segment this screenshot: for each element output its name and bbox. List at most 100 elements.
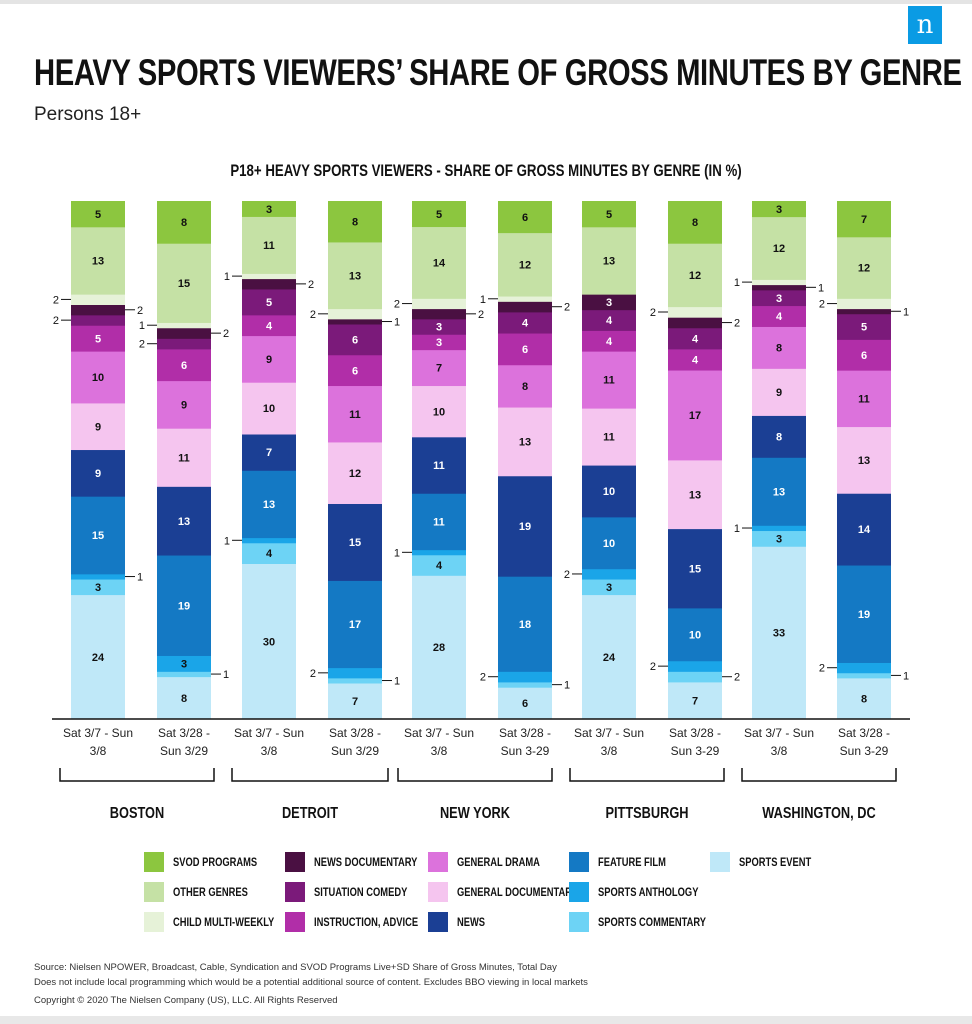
chart-title: P18+ HEAVY SPORTS VIEWERS - SHARE OF GRO… xyxy=(230,162,741,181)
data-label: 8 xyxy=(692,217,698,229)
data-label: 6 xyxy=(352,365,358,377)
bar-segment-sports_event xyxy=(71,594,125,720)
bar-segment-anthology xyxy=(412,549,466,556)
data-label: 3 xyxy=(606,297,612,309)
bar-segment-other xyxy=(412,226,466,299)
data-label: 13 xyxy=(689,489,701,501)
data-label: 24 xyxy=(603,652,616,664)
bar-segment-sitcom xyxy=(582,309,636,331)
bar-segment-anthology xyxy=(157,655,211,672)
bar-segment-instruction xyxy=(157,349,211,382)
data-label: 3 xyxy=(266,204,272,216)
bar-segment-gen_doc xyxy=(242,382,296,435)
bar-segment-anthology xyxy=(498,671,552,683)
data-label: 4 xyxy=(776,311,783,323)
data-label: 7 xyxy=(352,696,358,708)
x-tick-label: 3/8 xyxy=(431,744,448,758)
bar-segment-news_doc xyxy=(412,308,466,320)
callout-label: 1 xyxy=(394,317,400,329)
bar-segment-news_doc xyxy=(157,327,211,339)
callout-label: 2 xyxy=(819,299,825,311)
callout-label: 1 xyxy=(564,680,570,692)
group-label: DETROIT xyxy=(282,805,338,823)
bar-segment-instruction xyxy=(498,333,552,366)
bar-segment-feature_film xyxy=(412,493,466,551)
bar-segment-other xyxy=(498,232,552,297)
bar-segment-drama xyxy=(498,364,552,408)
legend-label: SVOD PROGRAMS xyxy=(173,856,257,869)
data-label: 8 xyxy=(861,693,867,705)
data-label: 4 xyxy=(606,315,613,327)
exclusion-note: Does not include local programming which… xyxy=(34,977,588,988)
bar-segment-child xyxy=(752,279,806,286)
bar-segment-commentary xyxy=(498,682,552,688)
data-label: 6 xyxy=(522,212,528,224)
legend-swatch-commentary xyxy=(569,912,589,932)
data-label: 14 xyxy=(433,258,446,270)
bar-segment-sports_event xyxy=(668,682,722,720)
data-label: 13 xyxy=(773,486,785,498)
bar-segment-gen_doc xyxy=(157,428,211,487)
callout-label: 1 xyxy=(223,669,229,681)
callout-label: 2 xyxy=(223,328,229,340)
x-tick-label: Sat 3/28 - xyxy=(158,726,210,740)
bar-segment-child xyxy=(412,298,466,310)
callout-label: 2 xyxy=(650,661,656,673)
x-tick-label: Sat 3/7 - Sun xyxy=(744,726,814,740)
bar-segment-news_doc xyxy=(71,304,125,316)
callout-label: 1 xyxy=(480,294,486,306)
bar-segment-anthology xyxy=(242,537,296,544)
bar-segment-commentary xyxy=(242,542,296,564)
data-label: 13 xyxy=(603,256,615,268)
group-label: NEW YORK xyxy=(440,805,511,823)
data-label: 12 xyxy=(519,259,531,271)
data-label: 4 xyxy=(522,318,529,330)
data-label: 3 xyxy=(776,204,782,216)
legend-label: CHILD MULTI-WEEKLY xyxy=(173,916,274,929)
bar-segment-sports_event xyxy=(242,563,296,720)
callout-label: 2 xyxy=(564,302,570,314)
page-subtitle: Persons 18+ xyxy=(34,104,142,125)
data-label: 15 xyxy=(92,530,104,542)
legend-label: GENERAL DRAMA xyxy=(457,856,540,869)
bar-segment-child xyxy=(71,294,125,305)
legend-label: FEATURE FILM xyxy=(598,856,666,869)
x-tick-label: Sun 3/29 xyxy=(331,744,379,758)
legend-label: INSTRUCTION, ADVICE xyxy=(314,916,418,929)
legend-swatch-child xyxy=(144,912,164,932)
callout-label: 2 xyxy=(819,663,825,675)
bar-segment-svod xyxy=(582,201,636,228)
bar-segment-drama xyxy=(157,380,211,429)
data-label: 4 xyxy=(266,320,273,332)
legend-swatch-sitcom xyxy=(285,882,305,902)
data-label: 5 xyxy=(861,322,867,334)
data-label: 5 xyxy=(266,297,272,309)
data-label: 8 xyxy=(181,217,187,229)
x-tick-label: Sun 3/29 xyxy=(160,744,208,758)
data-label: 10 xyxy=(603,538,615,550)
bar-segment-news xyxy=(328,503,382,581)
data-label: 9 xyxy=(95,468,101,480)
bar-segment-news xyxy=(242,434,296,471)
data-label: 8 xyxy=(522,381,528,393)
bar-segment-feature_film xyxy=(498,576,552,672)
data-label: 11 xyxy=(858,393,870,405)
data-label: 18 xyxy=(519,619,531,631)
callout-label: 2 xyxy=(310,309,316,321)
bar-segment-drama xyxy=(242,335,296,383)
legend-label: SITUATION COMEDY xyxy=(314,886,407,899)
data-label: 13 xyxy=(92,256,104,268)
callout-label: 2 xyxy=(308,279,314,291)
bar-segment-news xyxy=(412,436,466,494)
data-label: 3 xyxy=(436,337,442,349)
data-label: 13 xyxy=(263,499,275,511)
bar-segment-child xyxy=(498,296,552,302)
data-label: 11 xyxy=(603,375,615,387)
bar-segment-gen_doc xyxy=(412,385,466,438)
bar-segment-commentary xyxy=(328,677,382,684)
bar-segment-gen_doc xyxy=(668,460,722,530)
bar-segment-instruction xyxy=(668,349,722,371)
group-label: PITTSBURGH xyxy=(605,805,688,823)
data-label: 13 xyxy=(858,455,870,467)
legend-swatch-news xyxy=(428,912,448,932)
